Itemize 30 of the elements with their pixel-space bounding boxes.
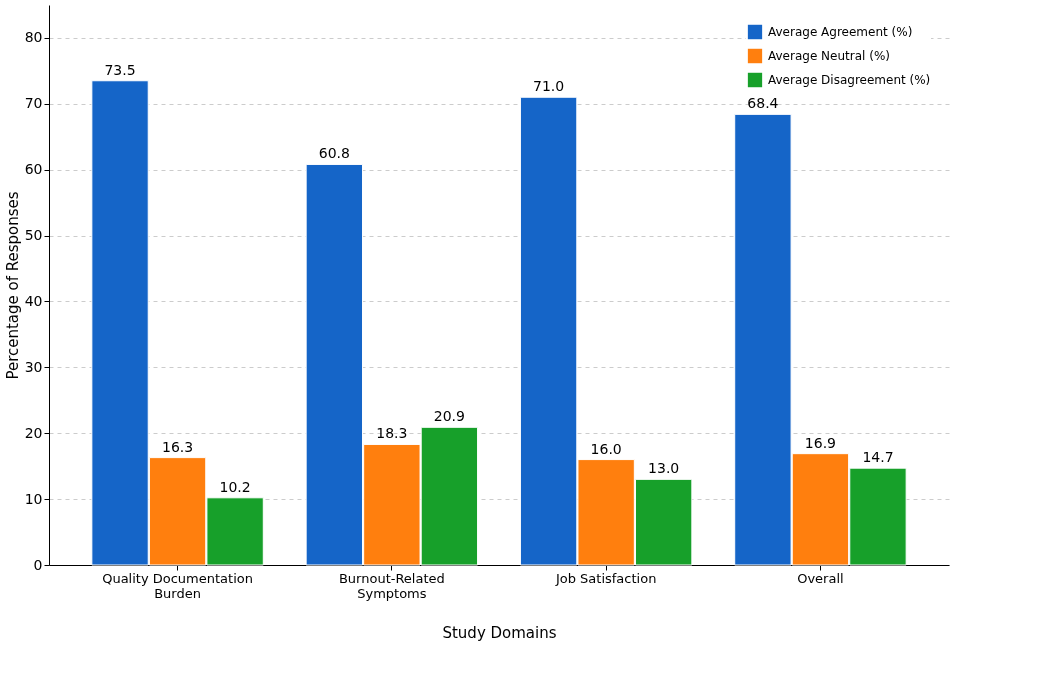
y-tick-label: 40 <box>24 292 43 309</box>
data-label: 68.4 <box>747 95 779 112</box>
data-label: 13.0 <box>648 460 680 477</box>
x-tick-label: Quality Documentation Burden <box>102 570 253 601</box>
x-tick-label: Job Satisfaction <box>554 570 657 586</box>
legend-label: Average Agreement (%) <box>768 25 913 39</box>
y-tick-label: 0 <box>33 556 43 573</box>
data-label: 16.3 <box>161 438 194 455</box>
data-label: 14.7 <box>862 449 894 466</box>
data-label: 16.9 <box>804 434 837 451</box>
legend-label: Average Neutral (%) <box>768 49 890 63</box>
x-tick-label: Overall <box>797 570 844 586</box>
data-label: 60.8 <box>318 145 350 162</box>
y-tick-label: 20 <box>24 424 43 441</box>
data-label: 18.3 <box>376 425 408 442</box>
data-label: 10.2 <box>219 478 251 495</box>
y-tick-label: 30 <box>24 358 43 375</box>
y-tick-label: 50 <box>24 227 43 244</box>
y-tick-label: 70 <box>24 95 43 112</box>
y-tick-label: 10 <box>24 490 43 507</box>
x-axis-title: Study Domains <box>442 623 557 642</box>
data-label: 71.0 <box>533 78 565 95</box>
data-label: 20.9 <box>433 408 465 425</box>
y-tick-label: 80 <box>24 29 43 46</box>
legend-label: Average Disagreement (%) <box>768 73 931 87</box>
data-label: 73.5 <box>104 61 136 78</box>
x-tick-label: Burnout-Related Symptoms <box>338 570 445 601</box>
data-label: 16.0 <box>590 440 622 457</box>
y-axis-title: Percentage of Responses <box>3 191 22 380</box>
y-tick-label: 60 <box>24 161 43 178</box>
